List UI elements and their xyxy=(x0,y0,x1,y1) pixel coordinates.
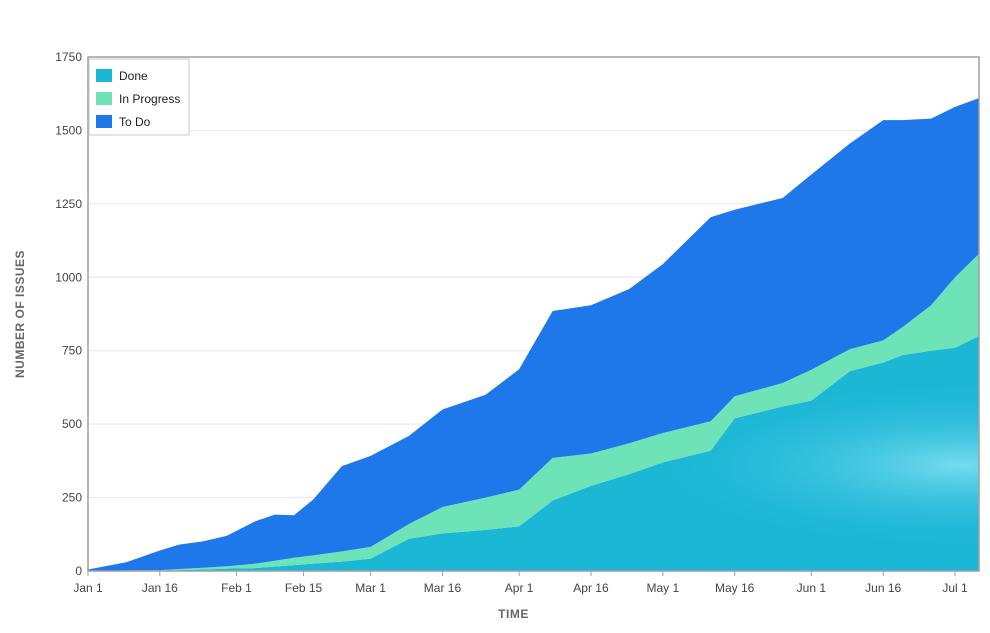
x-tick-label: May 1 xyxy=(646,581,679,595)
legend-label-in-progress: In Progress xyxy=(119,92,180,106)
x-tick-label: Mar 16 xyxy=(424,581,462,595)
x-tick-label: Jan 16 xyxy=(142,581,178,595)
y-tick-label: 1500 xyxy=(55,123,82,137)
y-tick-label: 250 xyxy=(62,491,82,505)
legend-label-to-do: To Do xyxy=(119,115,151,129)
y-tick-label: 500 xyxy=(62,417,82,431)
x-tick-label: Mar 1 xyxy=(355,581,386,595)
x-tick-label: Apr 1 xyxy=(505,581,534,595)
y-tick-label: 1750 xyxy=(55,50,82,64)
y-tick-label: 1000 xyxy=(55,270,82,284)
x-tick-label: May 16 xyxy=(715,581,755,595)
legend-swatch-in-progress xyxy=(96,92,112,105)
legend-label-done: Done xyxy=(119,69,148,83)
area-done-highlight xyxy=(88,336,979,571)
plot-frame xyxy=(87,56,980,572)
y-tick-label: 1250 xyxy=(55,197,82,211)
x-tick-label: Apr 16 xyxy=(573,581,609,595)
x-tick-label: Jan 1 xyxy=(73,581,103,595)
legend-swatch-done xyxy=(96,69,112,82)
x-tick-label: Jun 16 xyxy=(865,581,901,595)
y-axis-title: NUMBER OF ISSUES xyxy=(13,250,27,378)
x-tick-label: Jul 1 xyxy=(942,581,968,595)
x-axis-title: TIME xyxy=(498,607,529,621)
x-tick-label: Feb 1 xyxy=(221,581,252,595)
y-tick-label: 750 xyxy=(62,344,82,358)
x-tick-label: Jun 1 xyxy=(797,581,827,595)
area-to-do xyxy=(88,98,979,572)
legend-swatch-to-do xyxy=(96,115,112,128)
y-tick-label: 0 xyxy=(75,564,82,578)
x-tick-label: Feb 15 xyxy=(285,581,323,595)
area-in-progress xyxy=(88,253,979,572)
